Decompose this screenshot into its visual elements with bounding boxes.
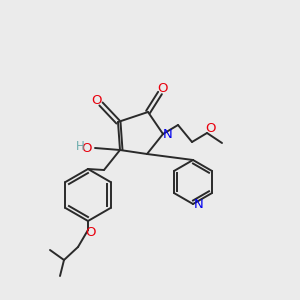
Text: H: H (76, 140, 84, 152)
Text: O: O (86, 226, 96, 238)
Text: O: O (82, 142, 92, 154)
Text: O: O (91, 94, 101, 106)
Text: O: O (157, 82, 167, 94)
Text: O: O (205, 122, 215, 134)
Text: N: N (194, 197, 204, 211)
Text: N: N (163, 128, 173, 142)
